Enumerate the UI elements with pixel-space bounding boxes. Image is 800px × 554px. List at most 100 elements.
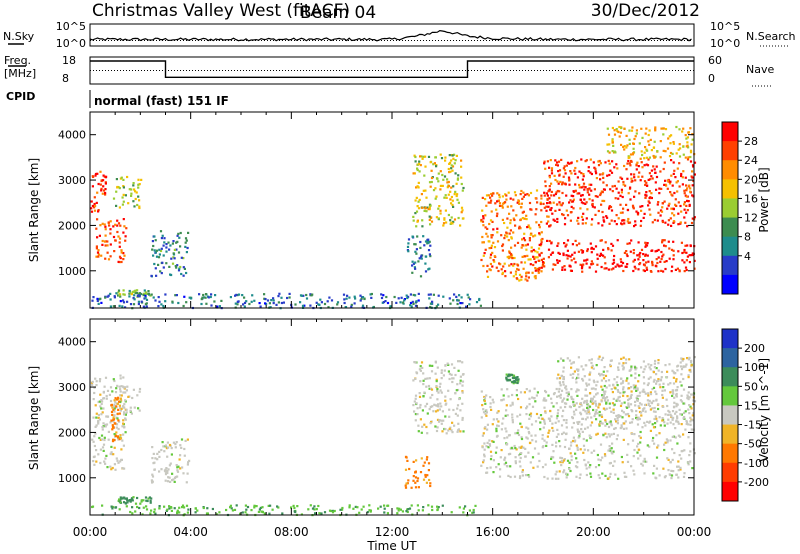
power-cells-cell (301, 304, 305, 307)
vel-cells-cell (348, 506, 351, 509)
vel-cells-cell (448, 427, 451, 430)
vel-cells-cell (489, 405, 492, 409)
power-cells-cell (556, 244, 559, 247)
power-cells-cell (564, 217, 567, 220)
power-cells-cell (613, 166, 616, 169)
vel-cells-cell (492, 440, 495, 443)
power-cells-cell (410, 305, 413, 308)
power-cells-cell (627, 217, 630, 221)
power-cells-cell (685, 189, 688, 192)
power-cells-cell (419, 256, 423, 259)
power-cells-cell (526, 193, 529, 196)
power-cells-cell (140, 292, 143, 296)
power-cells-cell (425, 210, 428, 213)
power-cells-cell (540, 243, 543, 246)
power-cells-cell (663, 244, 666, 247)
vel-cells-cell (405, 482, 408, 485)
vel-cells-cell (667, 458, 670, 461)
power-cells-cell (639, 251, 642, 255)
vel-cells-cell (653, 442, 656, 445)
vel-cells-cell (539, 421, 542, 424)
power-cells-cell (288, 292, 291, 295)
power-cells-cell (615, 163, 618, 166)
colorbar-tick-label: 20 (744, 173, 758, 186)
vel-cells-cell (530, 423, 534, 426)
colorbar-segment (722, 217, 738, 238)
power-cells-cell (118, 241, 121, 244)
vel-cells-cell (164, 473, 168, 476)
vel-cells-cell (673, 451, 676, 455)
power-cells-cell (431, 300, 434, 303)
vel-cells-cell (634, 384, 637, 387)
vel-cells-cell (624, 413, 627, 416)
power-cells-cell (488, 268, 491, 271)
power-cells-cell (158, 248, 161, 251)
vel-cells-cell (534, 440, 538, 443)
vel-cells-cell (427, 504, 430, 507)
vel-cells-cell (585, 439, 588, 442)
power-cells-cell (516, 241, 520, 244)
power-cells-cell (277, 295, 280, 298)
colorbar-segment (722, 386, 738, 406)
vel-cells-cell (586, 416, 589, 419)
vel-cells-cell (164, 470, 167, 473)
vel-cells-cell (646, 444, 649, 447)
power-cells-cell (577, 250, 580, 253)
vel-cells-cell (687, 423, 690, 426)
vel-cells-cell (106, 466, 109, 469)
vel-cells-cell (113, 433, 116, 436)
power-cells-cell (159, 249, 163, 253)
power-cells-cell (207, 296, 210, 299)
vel-cells-cell (560, 424, 564, 427)
vel-cells-cell (356, 506, 359, 509)
vel-cells-cell (92, 416, 95, 419)
vel-cells-cell (686, 357, 689, 360)
vel-cells-cell (604, 454, 607, 458)
vel-cells-cell (121, 497, 124, 500)
vel-cells-cell (437, 420, 441, 423)
vel-cells-cell (415, 459, 418, 462)
vel-cells-cell (639, 454, 642, 457)
vel-cells-cell (461, 380, 465, 383)
vel-cells-cell (518, 454, 521, 457)
power-cells-cell (551, 251, 554, 254)
power-cells-cell (455, 194, 458, 198)
power-cells-cell (493, 255, 496, 258)
vel-cells-cell (652, 399, 655, 403)
power-cells-cell (427, 155, 431, 158)
power-cells-cell (568, 183, 571, 186)
power-cells-cell (676, 167, 679, 170)
vel-cells-cell (514, 376, 517, 379)
vel-cells-cell (269, 504, 272, 507)
power-cells-cell (577, 216, 580, 219)
power-cells-cell (640, 248, 644, 251)
vel-cells-cell (95, 380, 98, 383)
vel-cells-cell (637, 380, 640, 383)
vel-cells-cell (559, 445, 562, 448)
power-cells-cell (570, 259, 573, 262)
vel-cells-cell (630, 386, 633, 389)
power-cells-cell (610, 249, 613, 252)
power-cells-cell (119, 224, 122, 227)
power-cells-cell (631, 204, 635, 207)
power-cells-cell (662, 253, 665, 256)
power-cells-cell (185, 301, 188, 304)
vel-cells-cell (169, 480, 172, 483)
power-cells-cell (509, 256, 512, 259)
power-cells-cell (525, 248, 528, 251)
vel-cells-cell (505, 409, 508, 412)
vel-cells-cell (471, 511, 474, 514)
vel-cells-cell (105, 415, 108, 418)
power-cells-cell (416, 235, 419, 238)
power-cells-cell (102, 174, 105, 177)
power-cells-cell (657, 248, 660, 252)
power-cells-cell (186, 246, 189, 250)
vel-cells-cell (636, 445, 639, 448)
vel-cells-cell (630, 365, 633, 368)
vel-cells-cell (123, 406, 126, 409)
power-cells-cell (509, 197, 512, 200)
vel-cells-cell (427, 384, 431, 388)
power-cells-cell (123, 293, 126, 296)
vel-cells-cell (128, 499, 131, 502)
